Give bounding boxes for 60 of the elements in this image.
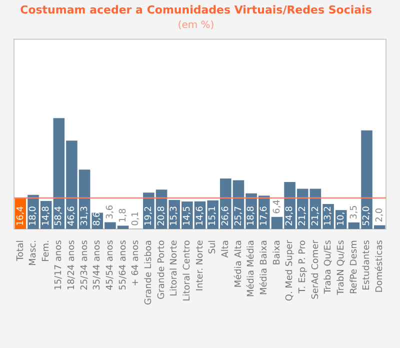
x-tick-label: Média Alta xyxy=(232,240,244,288)
x-tick-label: Fem. xyxy=(41,240,52,262)
data-label: 10, xyxy=(336,212,346,226)
data-label: 15,1 xyxy=(208,206,218,226)
data-label: 14,6 xyxy=(195,206,206,226)
x-tick-label: Litoral Norte xyxy=(170,240,180,296)
data-label: 2,0 xyxy=(374,208,385,222)
data-label: 17,6 xyxy=(259,206,270,226)
data-label: 20,8 xyxy=(156,206,167,226)
x-tick-label: 25/34 anos xyxy=(80,240,90,290)
x-tick-label: RefPe Desm xyxy=(349,240,360,294)
data-label: 16,4 xyxy=(16,206,26,226)
data-label: 52,0 xyxy=(362,206,372,226)
x-tick-label: Masc. xyxy=(28,240,39,266)
x-tick-label: Média Média xyxy=(246,240,257,297)
x-tick-label: Q. Med Super xyxy=(285,240,296,302)
data-label: 13,2 xyxy=(324,206,334,226)
x-tick-label: Baixa xyxy=(272,240,282,266)
chart-title: Costumam aceder a Comunidades Virtuais/Redes Sociais xyxy=(20,3,372,16)
data-label: 8,6 xyxy=(92,211,103,226)
x-tick-label: 45/54 anos xyxy=(106,240,116,290)
x-tick-label: T. Esp P. Pro xyxy=(298,240,308,294)
data-label: 25,7 xyxy=(234,206,244,226)
x-tick-label: Total xyxy=(16,240,26,262)
x-tick-label: Litoral Centro xyxy=(182,240,193,302)
x-tick-label: TrabN Qu/Es xyxy=(336,240,346,296)
data-label: 14,8 xyxy=(41,206,52,226)
x-tick-label: Domésticas xyxy=(374,240,385,293)
x-tick-label: Traba Qu/Es xyxy=(324,240,334,295)
data-label: 0,1 xyxy=(131,212,142,226)
x-tick-label: Alta xyxy=(221,240,231,258)
data-label: 18,0 xyxy=(28,206,39,226)
x-tick-label: 18/24 anos xyxy=(67,240,78,290)
data-label: 6,4 xyxy=(272,199,282,214)
data-label: 3,5 xyxy=(349,205,360,220)
x-tick-label: + 64 anos xyxy=(131,240,142,286)
x-tick-label: 15/17 anos xyxy=(54,240,64,290)
data-label: 46,6 xyxy=(67,206,78,226)
data-label: 3,6 xyxy=(106,204,116,220)
data-label: 21,2 xyxy=(310,206,321,226)
x-tick-label: 55/64 anos xyxy=(118,240,128,290)
data-label: 19,2 xyxy=(144,206,154,226)
data-label: 26,6 xyxy=(221,206,231,226)
x-tick-label: Grande Porto xyxy=(156,240,167,300)
data-label: 14,5 xyxy=(182,206,193,226)
chart-subtitle: (em %) xyxy=(178,20,214,31)
x-tick-label: SerAd Comer xyxy=(310,240,321,300)
x-tick-label: Grande Lisboa xyxy=(144,240,154,306)
data-label: 18,8 xyxy=(246,206,257,226)
data-label: 15,3 xyxy=(170,206,180,226)
x-tick-label: Sul xyxy=(208,240,218,254)
x-tick-label: Média Baixa xyxy=(258,240,270,295)
data-label: 1,8 xyxy=(118,208,128,223)
data-label: 24,8 xyxy=(285,206,296,226)
x-tick-label: Inter. Norte xyxy=(195,240,206,292)
data-label: 21,2 xyxy=(298,206,308,226)
x-tick-label: Estudantes xyxy=(362,240,372,290)
data-label: 58,4 xyxy=(54,206,64,226)
x-tick-label: 35/44 anos xyxy=(92,240,103,290)
data-label: 31,3 xyxy=(80,206,90,226)
